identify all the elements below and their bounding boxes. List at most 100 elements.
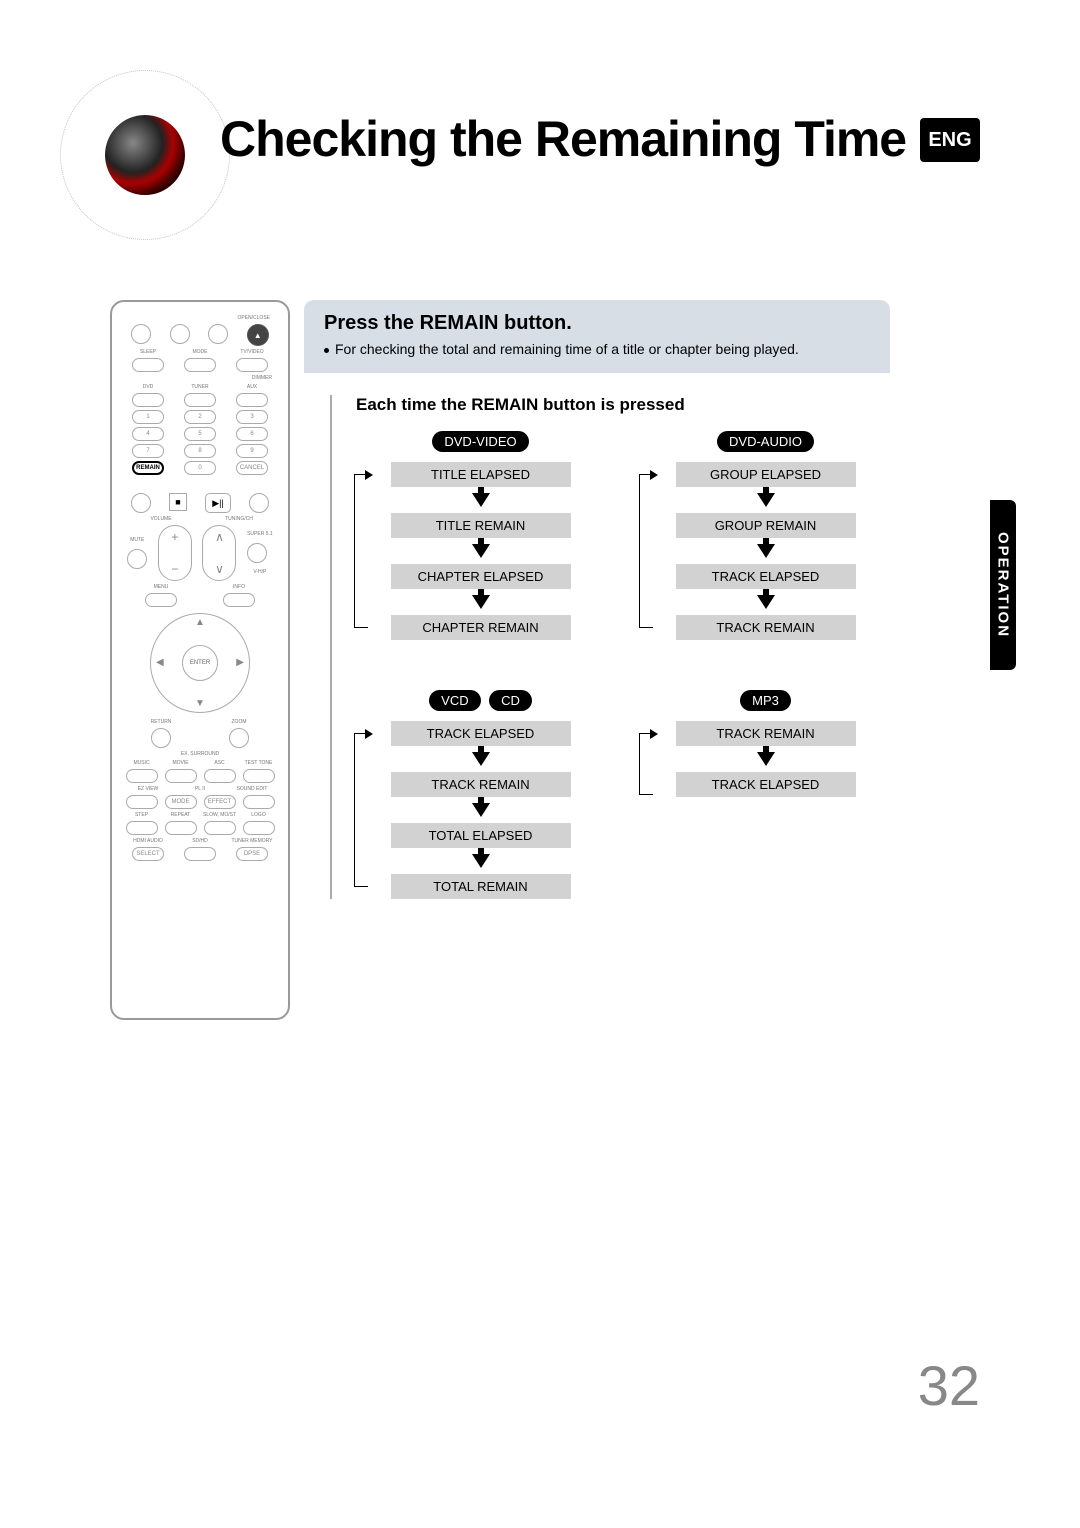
lbl-soundedit: SOUND EDIT <box>226 786 278 792</box>
num-7: 7 <box>132 444 164 458</box>
down-arrow-icon <box>472 752 490 766</box>
step: TRACK ELAPSED <box>676 772 856 797</box>
loop-line <box>639 733 653 795</box>
vhp-label: V-H/P <box>247 569 273 575</box>
step: TITLE REMAIN <box>391 513 571 538</box>
aux-label: AUX <box>226 384 278 390</box>
step: CHAPTER ELAPSED <box>391 564 571 589</box>
step: TRACK REMAIN <box>676 721 856 746</box>
lbl-step: STEP <box>122 812 161 818</box>
b13: SELECT <box>132 847 164 861</box>
menu-label: MENU <box>122 584 200 590</box>
remote-control-diagram: OPEN/CLOSE ▲ SLEEP MODE TV/VIDEO DIMMER … <box>110 300 290 1020</box>
loop-line <box>639 474 653 628</box>
tag-cd: CD <box>489 690 532 711</box>
num-8: 8 <box>184 444 216 458</box>
power-button <box>131 324 151 344</box>
info-label: INFO <box>200 584 278 590</box>
side-tab-operation: OPERATION <box>990 500 1016 670</box>
panel-subheading: Each time the REMAIN button is pressed <box>356 395 890 415</box>
panel-description-text: For checking the total and remaining tim… <box>335 341 799 357</box>
zoom-label: ZOOM <box>200 719 278 725</box>
b14 <box>184 847 216 861</box>
nav-pad: ENTER ▲▼◀▶ <box>150 613 250 713</box>
mute-button <box>127 549 147 569</box>
down-arrow-icon <box>472 493 490 507</box>
step: GROUP ELAPSED <box>676 462 856 487</box>
sleep-button <box>132 358 164 372</box>
lbl-pl2: PL II <box>174 786 226 792</box>
flow-dvd-video: DVD-VIDEO TITLE ELAPSED TITLE REMAIN CHA… <box>356 431 605 640</box>
lbl-asc: ASC <box>200 760 239 766</box>
b11 <box>204 821 236 835</box>
step: TRACK ELAPSED <box>391 721 571 746</box>
tag-mp3: MP3 <box>740 690 791 711</box>
lbl-tunermem: TUNER MEMORY <box>226 838 278 844</box>
tag-dvd-video: DVD-VIDEO <box>432 431 528 452</box>
flow-dvd-audio: DVD-AUDIO GROUP ELAPSED GROUP REMAIN TRA… <box>641 431 890 640</box>
volume-rocker: +− <box>158 525 192 581</box>
lbl-testtone: TEST TONE <box>239 760 278 766</box>
tuner-button <box>184 393 216 407</box>
tag-dvd-audio: DVD-AUDIO <box>717 431 814 452</box>
super51-label: SUPER 5.1 <box>247 531 273 537</box>
step: GROUP REMAIN <box>676 513 856 538</box>
mode-button <box>184 358 216 372</box>
step: TOTAL ELAPSED <box>391 823 571 848</box>
speaker-graphic <box>60 70 230 240</box>
lbl-hdmi: HDMI AUDIO <box>122 838 174 844</box>
tvvideo-button <box>236 358 268 372</box>
dvd-button <box>132 393 164 407</box>
down-arrow-icon <box>757 752 775 766</box>
mode-label: MODE <box>174 349 226 355</box>
aux-button <box>236 393 268 407</box>
num-5: 5 <box>184 427 216 441</box>
dimmer-label: DIMMER <box>252 375 272 381</box>
down-arrow-icon <box>472 803 490 817</box>
prev-button <box>131 493 151 513</box>
down-arrow-icon <box>472 544 490 558</box>
b10 <box>165 821 197 835</box>
tuner-label: TUNER <box>174 384 226 390</box>
open-close-label: OPEN/CLOSE <box>237 315 270 321</box>
num-0: 0 <box>184 461 216 475</box>
dvd-label: DVD <box>122 384 174 390</box>
remain-button: REMAIN <box>132 461 164 475</box>
flow-mp3: MP3 TRACK REMAIN TRACK ELAPSED <box>641 690 890 899</box>
step: TITLE ELAPSED <box>391 462 571 487</box>
stop-button: ■ <box>169 493 187 511</box>
loop-line <box>354 474 368 628</box>
menu-button <box>145 593 177 607</box>
return-button <box>151 728 171 748</box>
zoom-button <box>229 728 249 748</box>
lbl-ezview: EZ VIEW <box>122 786 174 792</box>
b6: MODE <box>165 795 197 809</box>
lbl-logo: LOGO <box>239 812 278 818</box>
lbl-slow: SLOW, MO/ST <box>200 812 239 818</box>
b8 <box>243 795 275 809</box>
btn-a <box>170 324 190 344</box>
eject-button: ▲ <box>247 324 269 346</box>
content-panel: Press the REMAIN button. For checking th… <box>330 300 890 899</box>
tag-vcd: VCD <box>429 690 480 711</box>
b1 <box>126 769 158 783</box>
sleep-label: SLEEP <box>122 349 174 355</box>
down-arrow-icon <box>757 544 775 558</box>
down-arrow-icon <box>757 595 775 609</box>
btn-b <box>208 324 228 344</box>
volume-label: VOLUME <box>122 516 200 522</box>
super51-button <box>247 543 267 563</box>
ex-surround-label: EX. SURROUND <box>122 751 278 757</box>
b9 <box>126 821 158 835</box>
num-9: 9 <box>236 444 268 458</box>
num-3: 3 <box>236 410 268 424</box>
play-button: ▶|| <box>205 493 231 513</box>
return-label: RETURN <box>122 719 200 725</box>
b7: EFFECT <box>204 795 236 809</box>
b4 <box>243 769 275 783</box>
num-6: 6 <box>236 427 268 441</box>
step: CHAPTER REMAIN <box>391 615 571 640</box>
lbl-music: MUSIC <box>122 760 161 766</box>
step: TRACK REMAIN <box>391 772 571 797</box>
page-title: Checking the Remaining Time <box>220 110 906 168</box>
